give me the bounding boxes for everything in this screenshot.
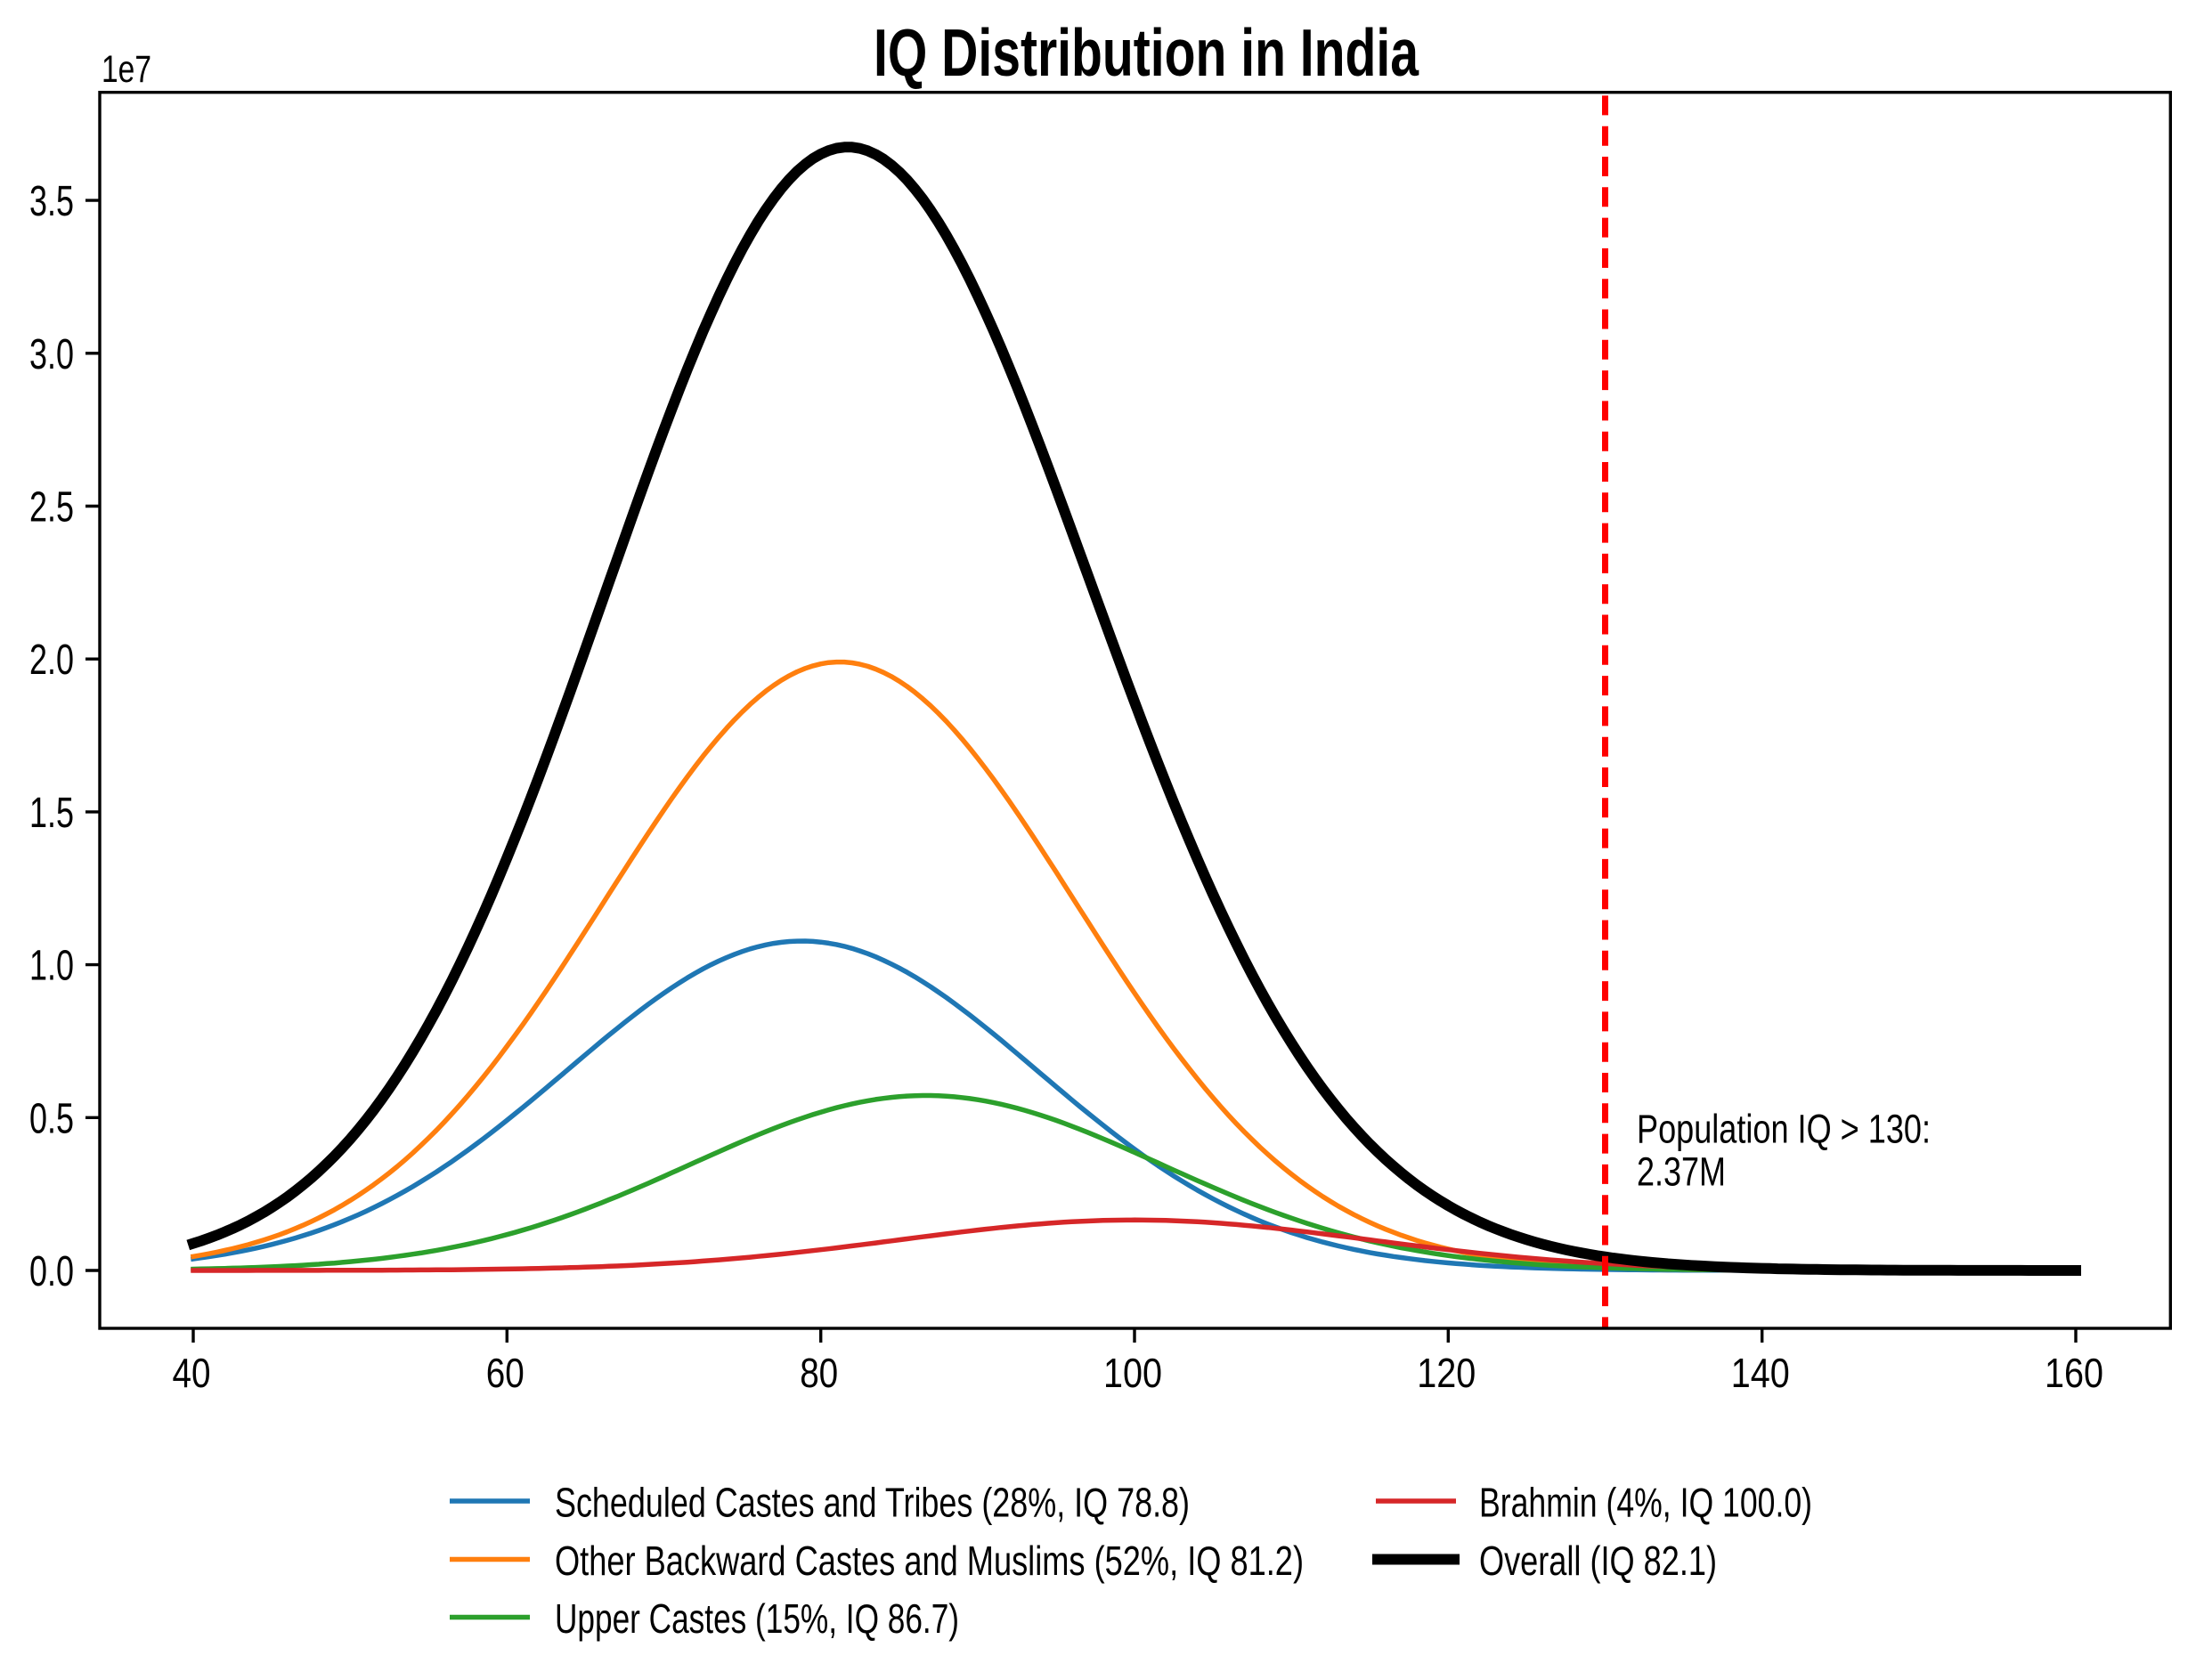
svg-text:140: 140	[1731, 1350, 1790, 1396]
svg-text:IQ Distribution in India: IQ Distribution in India	[874, 15, 1419, 90]
svg-text:Brahmin (4%, IQ 100.0): Brahmin (4%, IQ 100.0)	[1479, 1480, 1812, 1526]
svg-text:Scheduled Castes and Tribes (2: Scheduled Castes and Tribes (28%, IQ 78.…	[555, 1480, 1190, 1526]
svg-text:0.0: 0.0	[29, 1248, 74, 1295]
svg-text:2.0: 2.0	[29, 637, 74, 684]
svg-text:120: 120	[1417, 1350, 1476, 1396]
svg-text:Other Backward Castes and Musl: Other Backward Castes and Muslims (52%, …	[555, 1538, 1304, 1584]
svg-text:Population IQ > 130:: Population IQ > 130:	[1637, 1107, 1931, 1152]
svg-text:2.37M: 2.37M	[1637, 1149, 1726, 1195]
svg-text:1.0: 1.0	[29, 943, 74, 990]
svg-text:Overall (IQ 82.1): Overall (IQ 82.1)	[1479, 1538, 1717, 1584]
svg-text:3.5: 3.5	[29, 178, 74, 225]
svg-text:80: 80	[800, 1350, 838, 1396]
svg-text:3.0: 3.0	[29, 331, 74, 378]
svg-text:Upper Castes (15%, IQ 86.7): Upper Castes (15%, IQ 86.7)	[555, 1595, 959, 1642]
svg-text:60: 60	[486, 1350, 525, 1396]
svg-text:100: 100	[1103, 1350, 1162, 1396]
svg-text:0.5: 0.5	[29, 1095, 74, 1142]
svg-text:2.5: 2.5	[29, 484, 74, 532]
svg-text:1e7: 1e7	[102, 48, 151, 91]
svg-text:40: 40	[173, 1350, 211, 1396]
svg-text:160: 160	[2045, 1350, 2103, 1396]
svg-text:1.5: 1.5	[29, 790, 74, 837]
